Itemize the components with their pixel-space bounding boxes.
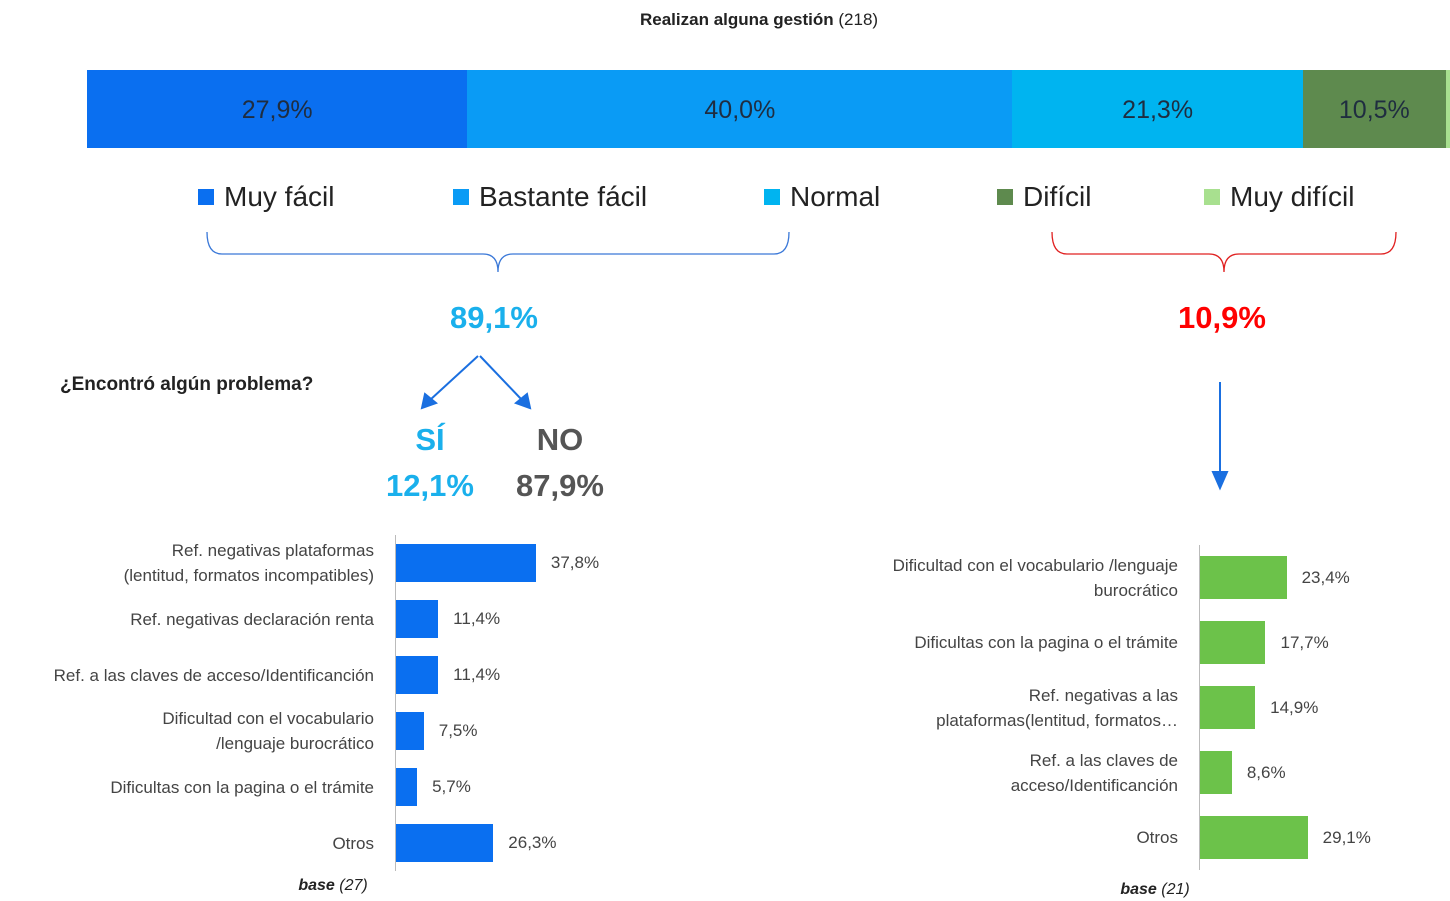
no-value: 87,9% (516, 468, 604, 503)
easy-total: 89,1% (450, 300, 538, 335)
bar (1200, 751, 1232, 794)
bar-value: 26,3% (508, 833, 557, 852)
base-note: base (27) (273, 877, 393, 895)
category-label: Ref. negativas a las plataformas(lentitu… (936, 685, 1178, 730)
bar (396, 768, 418, 806)
legend-label: Muy difícil (1230, 181, 1355, 212)
bar (1200, 556, 1287, 599)
legend-swatch (1204, 189, 1220, 205)
bar-value: 11,4% (453, 665, 501, 684)
bar (396, 712, 424, 750)
bar (396, 544, 536, 582)
segment (87, 70, 468, 148)
chart-title: Realizan alguna gestión (218) (640, 10, 878, 30)
base-note: base (21) (1095, 881, 1215, 899)
category-label: Ref. negativas plataformas (lentitud, fo… (123, 541, 374, 585)
segment (467, 70, 1013, 148)
bar-value: 37,8% (550, 553, 600, 572)
bar-value: 7,5% (438, 721, 478, 740)
segment-label: 40,0% (704, 96, 776, 124)
category-label: Dificultas con la pagina o el trámite (914, 633, 1178, 652)
segment-label: 27,9% (241, 96, 313, 124)
category-label: Dificultad con el vocabulario /lenguaje … (892, 555, 1178, 600)
yes-value: 12,1% (386, 468, 474, 503)
bracket-easy (206, 231, 790, 273)
legend-label: Bastante fácil (479, 181, 648, 212)
bar (1200, 621, 1266, 664)
bar (396, 824, 494, 862)
category-label: Ref. a las claves de acceso/Identificanc… (53, 665, 374, 685)
bar-value: 14,9% (1270, 697, 1319, 717)
bracket-hard (1051, 231, 1397, 273)
segment-label: 10,5% (1338, 96, 1410, 124)
bar-value: 17,7% (1280, 632, 1329, 652)
segment-label: 21,3% (1122, 96, 1194, 124)
legend-label: Muy fácil (224, 181, 335, 212)
category-label: Otros (1136, 828, 1178, 847)
axis-line (1199, 545, 1200, 870)
bar (1200, 816, 1308, 859)
segment (1445, 70, 1450, 148)
legend-swatch (997, 189, 1013, 205)
legend-swatch (764, 189, 780, 205)
segment (1302, 70, 1446, 148)
segment (1012, 70, 1303, 148)
category-label: Dificultad con el vocabulario /lenguaje … (162, 709, 374, 753)
bar (396, 656, 439, 694)
category-label: Otros (332, 833, 374, 853)
base: (218) (838, 10, 879, 29)
bar-value: 23,4% (1301, 567, 1350, 587)
legend-label: Difícil (1023, 181, 1092, 212)
base-label: base (298, 877, 335, 894)
base-label: base (1120, 881, 1157, 898)
category-label: Dificultas con la pagina o el trámite (110, 777, 374, 797)
no-label: NO (536, 422, 584, 457)
bar-value: 29,1% (1322, 827, 1371, 847)
bar-value: 11,4% (453, 609, 501, 628)
base-n: (21) (1161, 881, 1190, 898)
yes-label: SÍ (415, 422, 445, 457)
hard-total: 10,9% (1178, 300, 1266, 335)
legend-swatch (453, 189, 469, 205)
arrows (420, 355, 1229, 491)
bar (1200, 686, 1256, 729)
category-label: Ref. negativas declaración renta (130, 609, 374, 629)
axis-line (395, 535, 396, 871)
legend-label: Normal (790, 181, 881, 212)
legend-swatch (198, 189, 214, 205)
bar (396, 600, 439, 638)
bar-value: 8,6% (1246, 762, 1286, 782)
title: Realizan alguna gestión (640, 10, 834, 29)
question: ¿Encontró algún problema? (60, 374, 314, 395)
base-n: (27) (339, 877, 368, 894)
bar-value: 5,7% (432, 777, 471, 796)
category-label: Ref. a las claves de acceso/Identificanc… (1010, 750, 1178, 795)
